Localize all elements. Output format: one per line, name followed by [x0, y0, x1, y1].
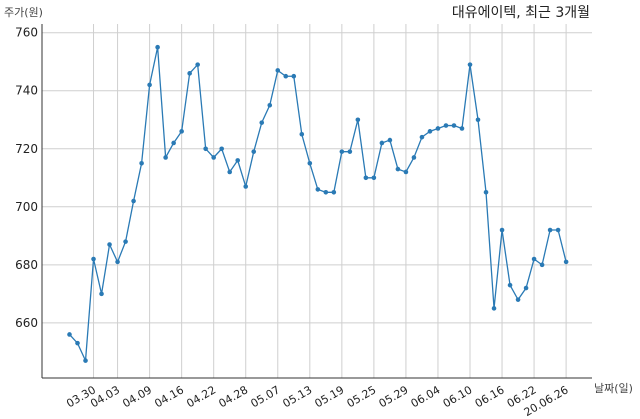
data-point [147, 82, 152, 88]
data-point [563, 259, 569, 265]
x-tick-label: 05.29 [377, 383, 411, 410]
data-point [427, 129, 433, 134]
x-tick-label: 04.09 [120, 383, 154, 410]
data-point [235, 158, 241, 163]
series-layer [69, 47, 567, 364]
data-point [451, 123, 457, 128]
data-point [467, 62, 473, 67]
data-point [283, 73, 289, 79]
data-point [443, 123, 449, 128]
data-point [227, 169, 232, 175]
data-point [259, 120, 265, 125]
x-tick-label: 06.04 [409, 383, 443, 410]
data-point [291, 73, 297, 79]
data-point [131, 198, 136, 204]
data-point [483, 190, 489, 195]
data-point [363, 175, 369, 181]
series-line [69, 47, 567, 364]
data-point [91, 256, 96, 262]
x-axis-label: 날짜(일) [594, 381, 633, 395]
data-point [139, 160, 144, 166]
labels-layer: 주가(원) 대유에이텍, 최근 3개월 날짜(일) [4, 5, 633, 395]
x-tick-label: 05.07 [248, 383, 282, 410]
data-point [507, 282, 513, 288]
x-tick-label: 04.28 [216, 383, 250, 410]
y-tick-label: 720 [15, 142, 38, 156]
data-point [315, 187, 321, 192]
data-point [251, 149, 257, 154]
data-point [83, 358, 88, 363]
x-tick-label: 06.16 [473, 383, 507, 410]
data-point [211, 155, 216, 160]
data-point [531, 256, 537, 262]
data-point [179, 129, 184, 134]
x-tick-label: 04.22 [184, 383, 218, 410]
x-tick-label: 05.19 [313, 383, 347, 410]
data-point [323, 190, 329, 195]
data-point [459, 126, 465, 131]
data-point [523, 285, 529, 291]
data-point [347, 149, 353, 154]
x-tick-label: 06.10 [441, 383, 475, 410]
data-point [267, 102, 273, 108]
data-point [99, 291, 104, 297]
grid [42, 24, 592, 378]
y-tick-label: 740 [15, 84, 38, 98]
data-point [499, 227, 505, 233]
x-tick-label: 05.25 [345, 383, 379, 410]
y-tick-label: 660 [15, 316, 38, 330]
points-layer [67, 44, 569, 363]
data-point [307, 160, 313, 166]
data-point [187, 71, 192, 76]
data-point [539, 262, 545, 268]
data-point [371, 175, 377, 181]
data-point [387, 137, 393, 143]
data-point [403, 169, 409, 175]
data-point [475, 117, 481, 123]
y-axis-label: 주가(원) [4, 6, 43, 19]
data-point [435, 126, 441, 131]
data-point [203, 146, 208, 152]
data-point [515, 297, 521, 302]
data-point [331, 190, 337, 195]
data-point [299, 131, 305, 137]
data-point [547, 227, 553, 233]
data-point [243, 184, 249, 189]
data-point [219, 146, 224, 152]
data-point [75, 340, 80, 346]
data-point [67, 332, 72, 337]
y-tick-label: 680 [15, 258, 38, 272]
y-tick-label: 700 [15, 200, 38, 214]
data-point [195, 62, 200, 67]
data-point [115, 259, 120, 265]
data-point [395, 166, 401, 172]
data-point [555, 227, 561, 233]
data-point [107, 242, 112, 247]
x-tick-label: 05.13 [281, 383, 315, 410]
data-point [171, 140, 176, 146]
chart-title: 대유에이텍, 최근 3개월 [452, 5, 590, 21]
data-point [339, 149, 345, 154]
data-point [123, 239, 128, 244]
data-point [379, 140, 385, 146]
data-point [411, 155, 417, 160]
data-point [275, 68, 281, 73]
axes: 66068070072074076003.3004.0304.0904.1604… [15, 24, 592, 419]
data-point [355, 117, 361, 123]
data-point [419, 134, 425, 140]
data-point [491, 306, 497, 311]
y-tick-label: 760 [15, 26, 38, 40]
data-point [155, 44, 160, 50]
data-point [163, 155, 168, 160]
x-tick-label: 04.16 [152, 383, 186, 410]
